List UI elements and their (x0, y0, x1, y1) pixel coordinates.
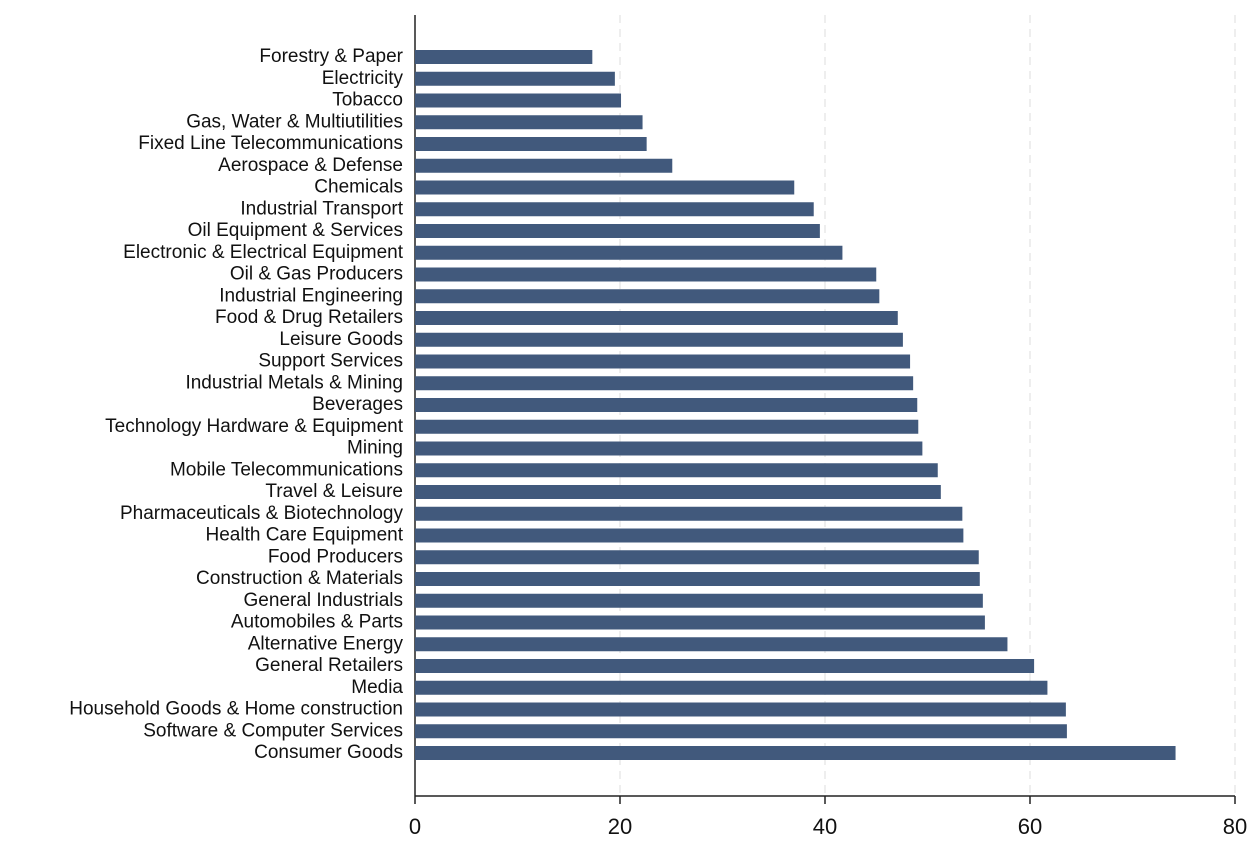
bar (415, 115, 643, 130)
bar (415, 245, 843, 260)
y-tick-label: Software & Computer Services (143, 720, 403, 741)
y-tick-label: Oil Equipment & Services (188, 220, 403, 241)
bar (415, 550, 979, 565)
bar (415, 137, 647, 151)
bar (415, 572, 980, 586)
bar (415, 659, 1035, 673)
y-tick-label: General Industrials (244, 590, 403, 611)
bar (415, 485, 941, 499)
bar (415, 202, 814, 217)
bar (415, 311, 898, 325)
y-tick-label: Consumer Goods (254, 742, 403, 763)
x-tick-label: 40 (813, 814, 837, 839)
y-tick-label: Leisure Goods (279, 329, 403, 350)
y-tick-label: Chemicals (314, 177, 403, 198)
bar (415, 158, 673, 173)
y-tick-label: Travel & Leisure (265, 481, 403, 502)
y-tick-label: Tobacco (332, 90, 403, 111)
y-tick-label: Oil & Gas Producers (230, 264, 403, 285)
bar (415, 615, 985, 630)
y-tick-label: Health Care Equipment (206, 525, 404, 546)
bar (415, 506, 963, 521)
y-tick-label: Fixed Line Telecommunications (138, 133, 403, 154)
bar (415, 93, 622, 108)
bar (415, 463, 938, 478)
y-tick-label: Aerospace & Defense (218, 155, 403, 176)
y-tick-label: Household Goods & Home construction (69, 699, 403, 720)
y-tick-label: Support Services (258, 351, 403, 372)
bar (415, 680, 1048, 695)
y-tick-label: Technology Hardware & Equipment (105, 416, 404, 437)
y-tick-label: Media (351, 677, 403, 698)
y-tick-label: Alternative Energy (248, 633, 404, 654)
y-tick-label: Construction & Materials (196, 568, 403, 589)
bar (415, 71, 615, 86)
bar (415, 724, 1067, 739)
x-tick-label: 60 (1018, 814, 1042, 839)
bar (415, 332, 903, 347)
bar (415, 702, 1066, 717)
y-tick-label: Gas, Water & Multiutilities (186, 111, 403, 132)
bar (415, 180, 795, 195)
y-tick-label: Food Producers (268, 546, 403, 567)
bar (415, 354, 911, 369)
bar (415, 528, 964, 543)
y-tick-label: Industrial Transport (240, 198, 403, 219)
y-tick-label: Industrial Engineering (219, 285, 403, 306)
bar (415, 593, 983, 608)
y-tick-label: Electricity (322, 68, 404, 89)
y-tick-label: Beverages (312, 394, 403, 415)
y-tick-label: Electronic & Electrical Equipment (123, 242, 404, 263)
y-tick-label: Forestry & Paper (259, 46, 403, 67)
y-tick-label: Mining (347, 438, 403, 459)
y-tick-label: Mobile Telecommunications (170, 459, 403, 480)
bar (415, 224, 820, 238)
x-tick-label: 80 (1223, 814, 1247, 839)
bar (415, 637, 1008, 652)
bar (415, 441, 923, 456)
bar (415, 267, 877, 282)
bar (415, 398, 918, 412)
y-tick-label: Industrial Metals & Mining (185, 372, 403, 393)
y-tick-label: Pharmaceuticals & Biotechnology (120, 503, 404, 524)
bar (415, 50, 593, 64)
y-tick-label: Food & Drug Retailers (215, 307, 403, 328)
y-tick-label: Automobiles & Parts (231, 612, 403, 633)
x-tick-label: 20 (608, 814, 632, 839)
bar (415, 746, 1176, 760)
bar (415, 376, 914, 391)
x-tick-label: 0 (409, 814, 421, 839)
bar (415, 419, 919, 434)
bar (415, 289, 880, 304)
y-tick-label: General Retailers (255, 655, 403, 676)
